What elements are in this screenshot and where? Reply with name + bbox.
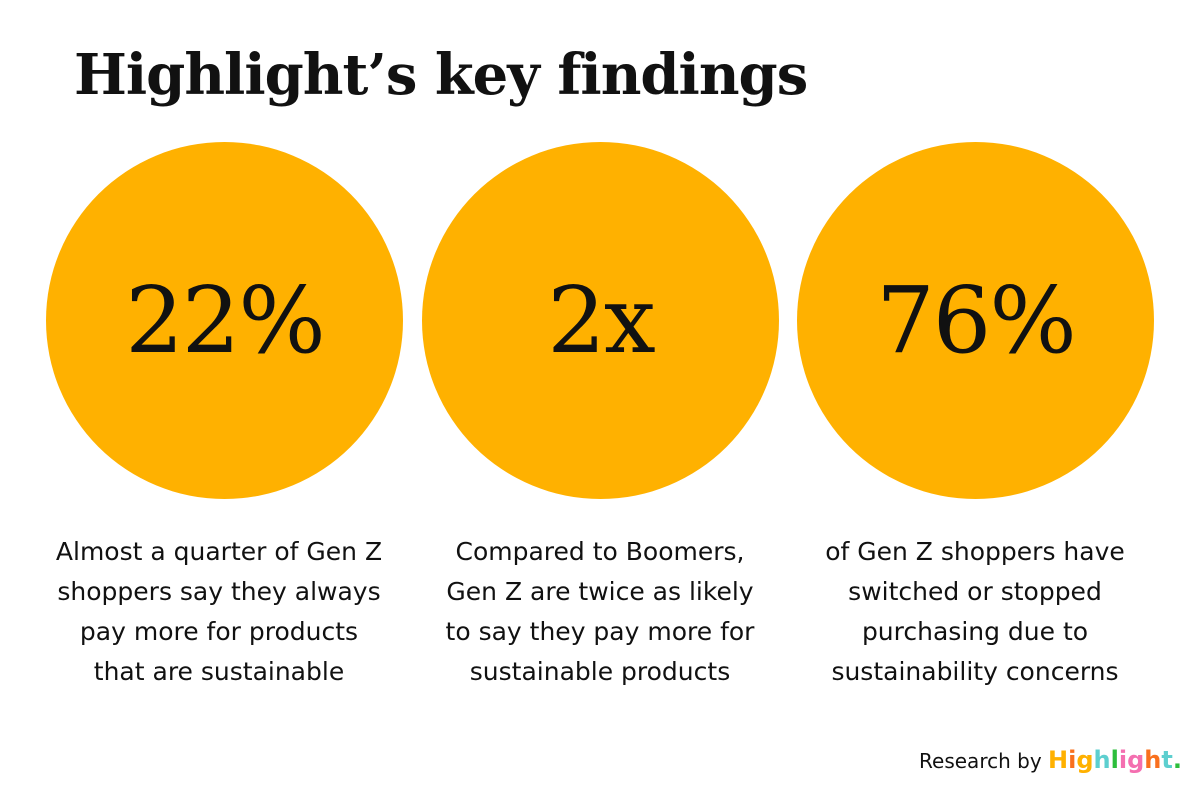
stat-circle-1: 22%	[46, 142, 403, 499]
page-title: Highlight’s key findings	[74, 42, 808, 108]
finding-description: Almost a quarter of Gen Z shoppers say t…	[55, 537, 383, 686]
highlight-logo: Highlight.	[1048, 746, 1182, 774]
credit-prefix: Research by	[919, 749, 1042, 773]
stat-circle-2: 2x	[422, 142, 779, 499]
stat-circle-3: 76%	[797, 142, 1154, 499]
research-credit: Research by Highlight.	[919, 746, 1182, 774]
stat-value: 22%	[125, 267, 325, 374]
stat-value: 76%	[876, 267, 1076, 374]
finding-description: of Gen Z shoppers have switched or stopp…	[825, 537, 1125, 686]
stat-value: 2x	[547, 267, 655, 374]
finding-description: Compared to Boomers, Gen Z are twice as …	[445, 537, 755, 686]
